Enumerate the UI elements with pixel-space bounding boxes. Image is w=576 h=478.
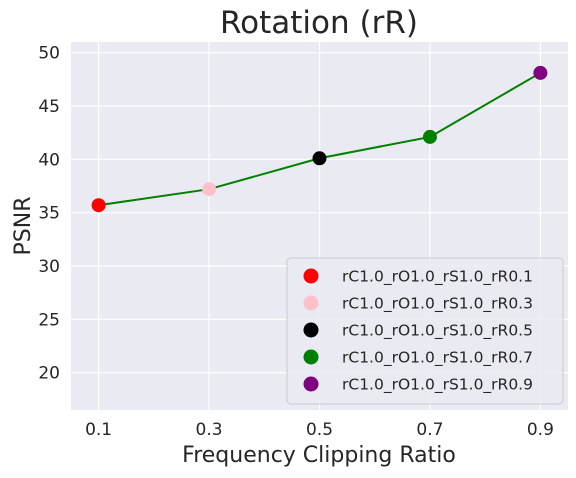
legend-marker bbox=[303, 268, 319, 284]
legend-marker bbox=[303, 349, 319, 365]
chart-title: Rotation (rR) bbox=[220, 5, 418, 41]
x-tick-labels: 0.1 0.3 0.5 0.7 0.9 bbox=[85, 420, 554, 440]
legend-box bbox=[286, 257, 564, 405]
y-tick-label: 35 bbox=[38, 204, 60, 224]
y-tick-label: 20 bbox=[38, 364, 60, 384]
x-tick-label: 0.3 bbox=[196, 420, 223, 440]
legend-label: rC1.0_rO1.0_rS1.0_rR0.9 bbox=[342, 376, 533, 395]
points bbox=[91, 65, 548, 213]
y-tick-label: 25 bbox=[38, 310, 60, 330]
x-tick-label: 0.9 bbox=[527, 420, 554, 440]
y-tick-label: 50 bbox=[38, 44, 60, 64]
y-tick-label: 40 bbox=[38, 150, 60, 170]
legend: rC1.0_rO1.0_rS1.0_rR0.1 rC1.0_rO1.0_rS1.0… bbox=[286, 257, 564, 405]
y-tick-label: 30 bbox=[38, 257, 60, 277]
x-axis-label: Frequency Clipping Ratio bbox=[182, 443, 456, 468]
legend-label: rC1.0_rO1.0_rS1.0_rR0.5 bbox=[342, 322, 533, 341]
y-tick-labels: 20 25 30 35 40 45 50 bbox=[38, 44, 60, 384]
y-tick-label: 45 bbox=[38, 97, 60, 117]
legend-label: rC1.0_rO1.0_rS1.0_rR0.3 bbox=[342, 295, 533, 314]
x-tick-label: 0.7 bbox=[416, 420, 443, 440]
legend-marker bbox=[303, 376, 319, 392]
data-point bbox=[312, 151, 327, 166]
x-tick-label: 0.5 bbox=[306, 420, 333, 440]
x-tick-label: 0.1 bbox=[85, 420, 112, 440]
data-point bbox=[422, 129, 437, 144]
legend-label: rC1.0_rO1.0_rS1.0_rR0.1 bbox=[342, 268, 533, 287]
legend-marker bbox=[303, 295, 319, 311]
data-point bbox=[202, 182, 217, 197]
y-axis-label: PSNR bbox=[11, 197, 36, 256]
legend-label: rC1.0_rO1.0_rS1.0_rR0.7 bbox=[342, 349, 533, 368]
data-point bbox=[91, 198, 106, 213]
data-point bbox=[533, 65, 548, 80]
legend-marker bbox=[303, 322, 319, 338]
